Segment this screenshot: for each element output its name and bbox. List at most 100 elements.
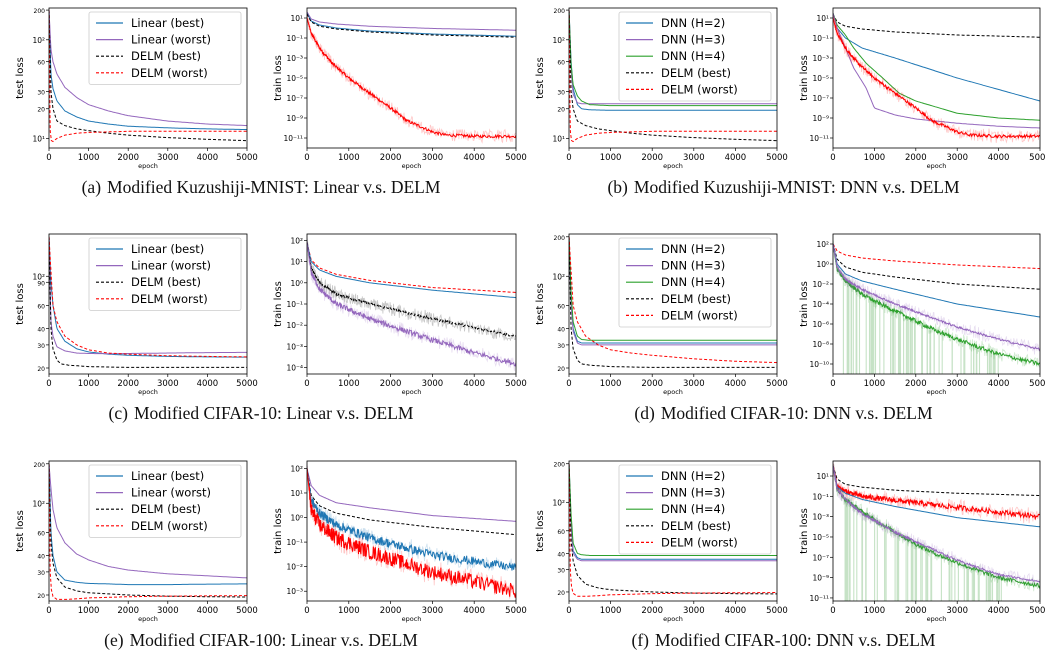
- ytick-label-b-test-5: 10¹: [552, 134, 565, 143]
- ytick-label-e-test-3: 40: [37, 553, 45, 560]
- ytick-label-f-train-1: 10⁻¹: [812, 492, 829, 501]
- legend-label-b-test-1: DNN (H=3): [661, 33, 725, 47]
- series-c-train-2-band: [307, 237, 516, 342]
- xtick-label-b-test-2: 2000: [641, 153, 663, 163]
- axes-frame-a-test: [48, 7, 248, 149]
- legend-c-test: Linear (best) Linear (worst) DELM (best) DE…: [88, 237, 242, 311]
- ytick-label-a-test-3: 30: [37, 89, 45, 96]
- ytick-label-d-train-2: 10⁻²: [812, 280, 829, 289]
- caption-a: (a) Modified Kuzushiji-MNIST: Linear v.s.…: [0, 177, 522, 198]
- series-d-train-1: [833, 243, 1040, 270]
- series-f-train-2: [833, 465, 1040, 521]
- ytick-label-c-train-2: 10⁰: [290, 279, 303, 288]
- ytick-label-e-train-1: 10¹: [290, 489, 303, 498]
- ytick-label-b-train-2: 10⁻³: [812, 54, 829, 63]
- xlabel-e-train: epoch: [402, 615, 422, 623]
- xlabel-f-test: epoch: [663, 615, 683, 623]
- xtick-label-f-train-2: 2000: [905, 606, 927, 616]
- xtick-label-e-test-1: 1000: [78, 606, 100, 616]
- ytick-label-d-test-2: 60: [557, 303, 565, 310]
- ytick-label-b-test-2: 60: [557, 60, 565, 67]
- ytick-label-b-train-0: 10¹: [816, 14, 829, 23]
- ytick-label-c-train-6: 10⁻⁴: [286, 364, 303, 373]
- xtick-label-a-train-5: 5000: [505, 153, 527, 163]
- legend-label-f-test-0: DNN (H=2): [661, 469, 725, 483]
- ytick-label-c-test-3: 40: [37, 326, 45, 333]
- xtick-label-c-train-0: 0: [304, 379, 309, 389]
- ylabel-b-train: train loss: [799, 55, 810, 101]
- series-a-train-2: [307, 13, 516, 38]
- legend-box-d-test: [618, 237, 772, 328]
- xtick-label-f-train-3: 3000: [946, 606, 968, 616]
- legend-label-d-test-1: DNN (H=3): [661, 259, 725, 273]
- ytick-label-c-train-3: 10⁻¹: [286, 300, 303, 309]
- series-c-train-1: [307, 242, 516, 299]
- series-d-test-1: [569, 236, 777, 346]
- axes-frame-e-train: [306, 460, 517, 602]
- chart-c-train: 0 1000 2000 3000 4000 5000 epoch 10² 10¹ 10⁰ 10⁻¹ 1…: [273, 233, 527, 396]
- ytick-label-b-train-3: 10⁻⁵: [812, 74, 829, 83]
- legend-label-b-test-2: DNN (H=4): [661, 49, 725, 63]
- ytick-label-d-train-1: 10⁰: [816, 260, 829, 269]
- ytick-label-c-train-5: 10⁻³: [286, 342, 303, 351]
- xlabel-a-test: epoch: [138, 162, 158, 170]
- ytick-label-c-train-4: 10⁻²: [286, 321, 303, 330]
- xtick-label-c-train-3: 3000: [422, 379, 444, 389]
- caption-d: (d) Modified CIFAR-10: DNN v.s. DELM: [522, 403, 1045, 424]
- legend-label-a-test-3: DELM (worst): [131, 66, 208, 80]
- caption-d-label: (d): [634, 403, 655, 423]
- xlabel-c-test: epoch: [138, 388, 158, 396]
- ytick-label-f-train-0: 10¹: [816, 472, 829, 481]
- xtick-label-e-train-4: 4000: [463, 606, 485, 616]
- series-e-test-3: [49, 463, 247, 600]
- xtick-label-f-train-1: 1000: [864, 606, 886, 616]
- xtick-label-b-test-1: 1000: [600, 153, 622, 163]
- ytick-label-a-train-2: 10⁻³: [286, 54, 303, 63]
- legend-box-a-test: [88, 11, 242, 85]
- caption-e: (e) Modified CIFAR-100: Linear v.s. DELM: [0, 630, 522, 651]
- xtick-label-d-test-2: 2000: [641, 379, 663, 389]
- series-f-train-0: [833, 465, 1040, 589]
- series-a-train-0: [307, 11, 516, 31]
- ytick-label-a-train-5: 10⁻⁹: [286, 114, 303, 123]
- xtick-label-d-train-3: 3000: [946, 379, 968, 389]
- ytick-label-c-test-0: 10²: [32, 272, 45, 281]
- legend-e-test: Linear (best) Linear (worst) DELM (best) DE…: [88, 464, 242, 538]
- legend-label-d-test-4: DELM (worst): [661, 308, 738, 322]
- series-e-test-0: [49, 463, 247, 586]
- chart-b-test: 0 1000 2000 3000 4000 5000 epoch 200 10² 60 30 20 10…: [535, 7, 788, 170]
- chart-a-train: 0 1000 2000 3000 4000 5000 epoch 10¹ 10⁻¹ 10⁻³ 10⁻…: [273, 7, 527, 170]
- chart-e-test: 0 1000 2000 3000 4000 5000 epoch 200 10² 60 40 30 20…: [15, 460, 258, 623]
- xtick-label-d-train-2: 2000: [905, 379, 927, 389]
- legend-d-test: DNN (H=2) DNN (H=3) DNN (H=4) DELM (best) DE…: [618, 237, 772, 328]
- xtick-label-c-test-2: 2000: [117, 379, 139, 389]
- series-b-test-3: [569, 10, 777, 142]
- ytick-label-c-test-4: 30: [37, 343, 45, 350]
- caption-c-label: (c): [108, 403, 128, 423]
- legend-label-f-test-1: DNN (H=3): [661, 486, 725, 500]
- xtick-label-f-test-0: 0: [566, 606, 571, 616]
- series-d-train-0-band: [833, 240, 1040, 368]
- chart-b-train: 0 1000 2000 3000 4000 5000 epoch 10¹ 10⁻¹ 10⁻³ 10⁻…: [799, 7, 1045, 170]
- ytick-label-b-train-4: 10⁻⁷: [812, 94, 829, 103]
- series-d-train-2: [833, 243, 1040, 290]
- legend-label-a-test-0: Linear (best): [131, 16, 204, 30]
- series-d-test-2: [569, 236, 777, 341]
- series-b-test-4: [569, 10, 777, 143]
- chart-d-test: 0 1000 2000 3000 4000 5000 epoch 200 10² 60 40 30 20…: [535, 233, 788, 396]
- xtick-label-d-train-5: 5000: [1029, 379, 1045, 389]
- ytick-label-f-test-5: 20: [557, 590, 565, 597]
- xtick-label-e-train-0: 0: [304, 606, 309, 616]
- xlabel-f-train: epoch: [927, 615, 947, 623]
- series-a-test-1: [49, 10, 247, 127]
- ylabel-e-train: train loss: [273, 508, 284, 554]
- xtick-label-c-test-3: 3000: [157, 379, 179, 389]
- xtick-label-a-train-0: 0: [304, 153, 309, 163]
- ylabel-a-test: test loss: [15, 57, 26, 99]
- legend-f-test: DNN (H=2) DNN (H=3) DNN (H=4) DELM (best) DE…: [618, 464, 772, 555]
- chart-f-test: 0 1000 2000 3000 4000 5000 epoch 200 10² 60 40 30 20…: [535, 460, 788, 623]
- series-f-test-2: [569, 463, 777, 556]
- ytick-label-c-test-5: 20: [37, 366, 45, 373]
- ytick-label-e-test-2: 60: [37, 530, 45, 537]
- axes-frame-f-train: [832, 460, 1041, 602]
